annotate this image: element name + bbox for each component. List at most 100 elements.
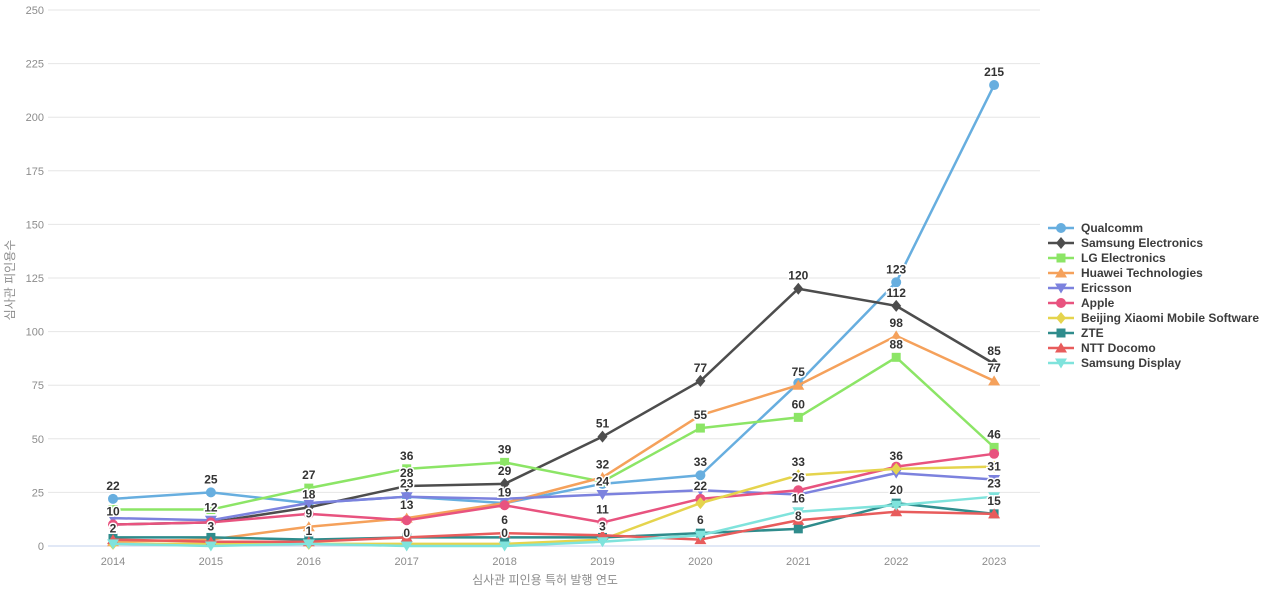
data-label: 19 [498, 485, 512, 499]
data-point [694, 485, 707, 496]
data-point [695, 470, 706, 481]
y-tick-label: 225 [26, 59, 44, 71]
legend-marker-icon [1048, 253, 1074, 263]
data-point [499, 500, 510, 511]
data-point [302, 521, 315, 532]
data-point [695, 497, 706, 510]
data-label: 10 [106, 505, 120, 519]
data-label: 6 [501, 513, 508, 527]
data-point [694, 530, 707, 541]
legend-item-samsung-display[interactable]: Samsung Display [1048, 356, 1259, 370]
y-tick-label: 250 [26, 5, 44, 17]
data-point [989, 442, 999, 452]
data-point [988, 375, 1001, 386]
data-point [793, 282, 804, 295]
data-label: 98 [890, 316, 904, 330]
data-point [988, 492, 1001, 503]
data-point [107, 539, 119, 550]
legend-item-zte[interactable]: ZTE [1048, 326, 1259, 340]
data-point [596, 471, 609, 482]
legend-item-apple[interactable]: Apple [1048, 296, 1259, 310]
data-point [988, 508, 1001, 519]
y-tick-label: 0 [38, 541, 44, 553]
data-label: 29 [498, 464, 512, 478]
data-label: 22 [106, 479, 120, 493]
legend-label: Samsung Electronics [1081, 236, 1204, 250]
x-tick-label: 2019 [590, 556, 614, 568]
legend-item-ntt-docomo[interactable]: NTT Docomo [1048, 341, 1259, 355]
y-tick-label: 200 [26, 112, 44, 124]
data-label: 31 [987, 460, 1001, 474]
data-point [891, 277, 902, 288]
x-tick-label: 2023 [982, 556, 1006, 568]
data-point [792, 514, 805, 525]
legend-marker-icon [1048, 283, 1074, 294]
data-point [402, 464, 412, 474]
data-point [597, 430, 608, 443]
data-point [891, 462, 902, 475]
data-point [500, 457, 510, 467]
data-point [204, 541, 217, 552]
data-label: 13 [400, 498, 414, 512]
data-point [108, 505, 118, 515]
data-label: 55 [694, 408, 708, 422]
data-point [890, 330, 903, 341]
legend-item-samsung-electronics[interactable]: Samsung Electronics [1048, 236, 1259, 250]
data-point [302, 498, 315, 509]
series-samsung-display [107, 492, 1001, 552]
data-point [792, 379, 805, 390]
data-point [989, 357, 1000, 370]
data-point [695, 423, 705, 433]
data-label: 77 [694, 361, 708, 375]
data-label: 112 [887, 286, 907, 300]
legend-marker-icon [1048, 312, 1074, 324]
data-label: 12 [204, 500, 218, 514]
data-point [695, 374, 706, 387]
data-label: 24 [596, 475, 610, 489]
data-label: 16 [792, 492, 806, 506]
data-label: 27 [302, 468, 316, 482]
data-label: 51 [596, 417, 610, 431]
data-point [400, 492, 413, 503]
y-tick-label: 150 [26, 219, 44, 231]
data-point [891, 299, 902, 312]
data-label: 23 [400, 477, 414, 491]
data-label: 36 [890, 449, 904, 463]
x-tick-label: 2015 [199, 556, 223, 568]
data-label: 11 [596, 502, 609, 516]
legend-item-lg-electronics[interactable]: LG Electronics [1048, 251, 1259, 265]
data-label: 18 [302, 487, 316, 501]
data-point [205, 517, 216, 528]
data-label: 23 [987, 477, 1001, 491]
data-point [989, 460, 1000, 473]
data-label: 3 [208, 520, 215, 534]
data-label: 33 [792, 455, 806, 469]
data-point [792, 507, 805, 518]
x-tick-label: 2017 [394, 556, 418, 568]
legend-marker-icon [1048, 237, 1074, 249]
data-label: 36 [400, 449, 414, 463]
legend-item-huawei-technologies[interactable]: Huawei Technologies [1048, 266, 1259, 280]
legend-label: LG Electronics [1081, 251, 1166, 265]
y-tick-label: 75 [32, 380, 44, 392]
x-tick-label: 2022 [884, 556, 908, 568]
data-point [597, 517, 608, 528]
legend-label: Ericsson [1081, 281, 1132, 295]
legend-item-ericsson[interactable]: Ericsson [1048, 281, 1259, 295]
data-label: 6 [697, 513, 704, 527]
legend-marker-icon [1048, 342, 1074, 353]
data-point [107, 513, 119, 524]
data-label: 33 [694, 455, 708, 469]
legend-item-qualcomm[interactable]: Qualcomm [1048, 221, 1259, 235]
legend-marker-icon [1048, 298, 1074, 308]
legend-item-beijing-xiaomi-mobile-software[interactable]: Beijing Xiaomi Mobile Software [1048, 311, 1259, 325]
data-point [890, 500, 903, 511]
data-label: 32 [596, 457, 610, 471]
data-point [989, 448, 1000, 459]
y-tick-label: 125 [26, 273, 44, 285]
x-tick-label: 2020 [688, 556, 712, 568]
data-label: 77 [987, 361, 1001, 375]
legend-label: NTT Docomo [1081, 341, 1156, 355]
